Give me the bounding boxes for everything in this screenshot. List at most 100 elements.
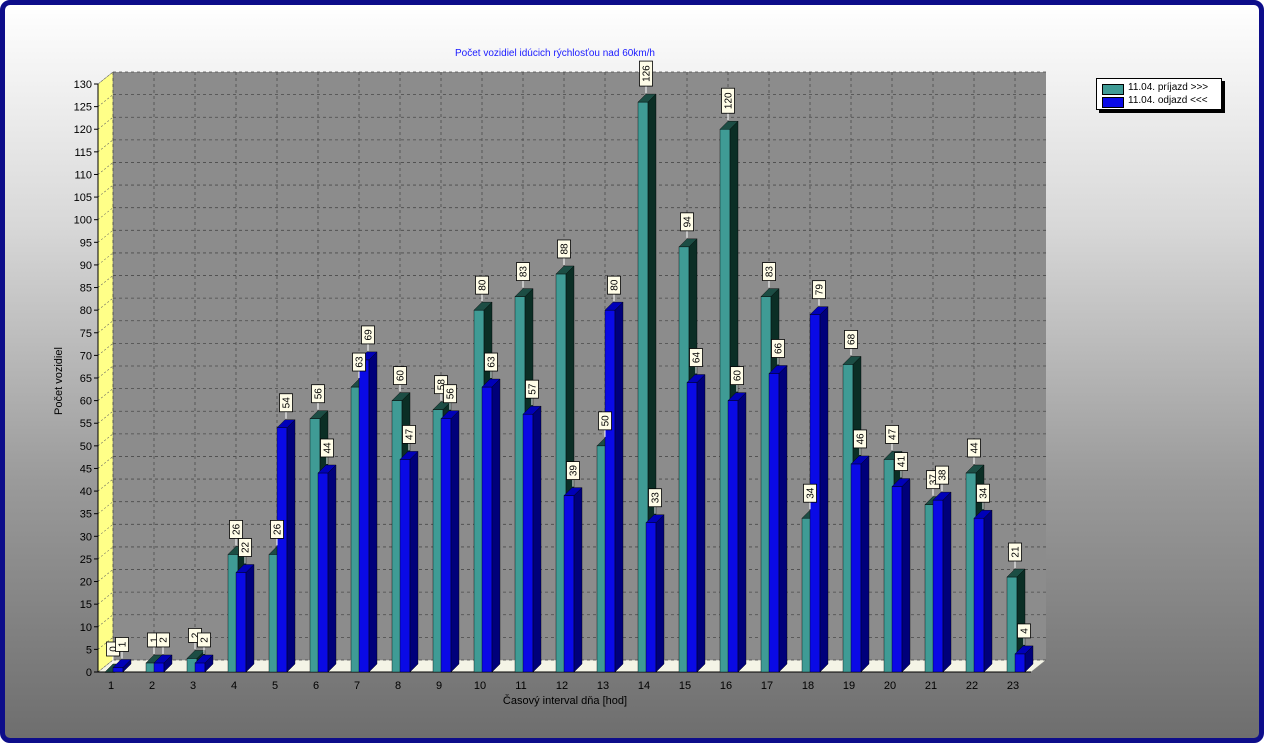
bar-departure bbox=[932, 491, 952, 673]
data-label-departure-box bbox=[238, 538, 252, 557]
x-tick-label: 2 bbox=[149, 680, 155, 692]
gridline-side bbox=[97, 71, 114, 85]
y-tick-label: 110 bbox=[74, 169, 92, 181]
data-label-departure-box bbox=[443, 384, 457, 404]
bar-departure bbox=[850, 455, 870, 673]
gridline-side bbox=[97, 637, 114, 650]
data-label-departure: 39 bbox=[569, 465, 580, 477]
data-label-departure: 2 bbox=[200, 637, 211, 643]
bar-departure bbox=[604, 301, 624, 673]
x-tick-label: 4 bbox=[231, 680, 237, 692]
gridline-side bbox=[97, 275, 114, 288]
bar-departure bbox=[153, 654, 173, 673]
legend-label-arrival: 11.04. príjazd >>> bbox=[1128, 82, 1209, 93]
legend-swatch-departure bbox=[1102, 97, 1124, 108]
data-label-arrival: 120 bbox=[724, 92, 735, 109]
data-label-arrival: 47 bbox=[888, 428, 899, 440]
bar-departure bbox=[768, 364, 788, 673]
bar-departure-top bbox=[194, 654, 214, 664]
bar-departure bbox=[891, 478, 911, 673]
bar-departure-front bbox=[645, 522, 657, 673]
chart-legend: 11.04. príjazd >>> 11.04. odjazd <<< bbox=[1096, 78, 1222, 110]
bar-departure-front bbox=[358, 359, 370, 673]
data-label-arrival: 94 bbox=[683, 216, 694, 228]
x-tick-label: 3 bbox=[190, 680, 196, 692]
bar-departure-top bbox=[440, 410, 460, 419]
data-label-arrival: 2 bbox=[191, 632, 202, 638]
bar-departure-front bbox=[686, 382, 698, 673]
data-label-departure-box bbox=[689, 348, 703, 367]
y-tick-label: 40 bbox=[80, 486, 92, 498]
bar-departure-side bbox=[368, 351, 378, 673]
gridline-side bbox=[97, 207, 114, 220]
data-label-arrival: 58 bbox=[437, 379, 448, 391]
data-label-arrival-box bbox=[311, 384, 325, 404]
bar-departure bbox=[481, 378, 501, 673]
data-label-departure-box bbox=[361, 325, 375, 345]
data-label-departure: 64 bbox=[692, 352, 703, 364]
data-label-departure: 38 bbox=[938, 469, 949, 481]
bar-arrival-top bbox=[637, 93, 657, 103]
data-label-departure: 60 bbox=[733, 370, 744, 382]
bar-departure-top bbox=[768, 365, 788, 374]
data-label-arrival-box bbox=[557, 239, 571, 259]
data-label-arrival-box bbox=[598, 411, 612, 431]
data-label-departure: 1 bbox=[118, 641, 129, 647]
y-tick-label: 115 bbox=[74, 147, 92, 159]
x-tick-label: 23 bbox=[1007, 680, 1019, 692]
bar-departure-side bbox=[655, 514, 665, 673]
bar-departure-top bbox=[399, 451, 419, 460]
data-label-arrival-box bbox=[803, 483, 817, 503]
x-tick-label: 21 bbox=[925, 680, 937, 692]
bar-departure-side bbox=[245, 564, 255, 673]
bar-departure bbox=[645, 514, 665, 673]
x-tick-label: 20 bbox=[884, 680, 896, 692]
x-tick-label: 9 bbox=[436, 680, 442, 692]
data-label-departure-box bbox=[730, 366, 744, 386]
data-label-arrival: 21 bbox=[1011, 546, 1022, 558]
x-tick-label: 22 bbox=[966, 680, 978, 692]
bar-departure-front bbox=[563, 495, 575, 673]
x-tick-label: 10 bbox=[474, 680, 486, 692]
data-label-arrival: 83 bbox=[519, 266, 530, 278]
bar-departure-front bbox=[768, 373, 780, 673]
x-tick-label: 1 bbox=[108, 680, 114, 692]
data-label-departure: 54 bbox=[282, 397, 293, 409]
bar-departure bbox=[440, 410, 460, 673]
y-tick-label: 105 bbox=[74, 192, 92, 204]
bar-departure-front bbox=[399, 459, 411, 673]
bar-departure-front bbox=[276, 427, 288, 673]
bar-departure-side bbox=[778, 364, 788, 673]
chart-plot: 0510152025303540455055606570758085909510… bbox=[74, 60, 1047, 692]
gridline-side bbox=[97, 388, 114, 401]
data-label-arrival-box bbox=[229, 520, 243, 539]
data-label-departure: 22 bbox=[241, 541, 252, 553]
bar-departure bbox=[727, 392, 747, 673]
chart-title: Počet vozidiel idúcich rýchlosťou nad 60… bbox=[455, 48, 655, 59]
bar-departure bbox=[973, 509, 993, 673]
gridline-side bbox=[97, 478, 114, 492]
data-label-departure: 44 bbox=[323, 442, 334, 454]
bar-departure-front bbox=[891, 486, 903, 673]
bar-arrival-top bbox=[842, 356, 862, 365]
bar-departure-side bbox=[983, 509, 993, 673]
data-label-departure-box bbox=[1017, 623, 1031, 639]
data-label-arrival: 60 bbox=[396, 370, 407, 382]
data-label-departure: 80 bbox=[610, 279, 621, 291]
bar-departure bbox=[358, 351, 378, 673]
data-label-arrival-box bbox=[680, 212, 694, 232]
bar-departure-side bbox=[819, 306, 829, 673]
data-label-arrival-box bbox=[475, 275, 489, 295]
data-label-arrival-box bbox=[516, 262, 530, 281]
bar-arrival-top bbox=[719, 121, 739, 130]
bar-departure-front bbox=[194, 662, 206, 673]
bar-arrival-top bbox=[514, 288, 534, 297]
x-tick-label: 13 bbox=[597, 680, 609, 692]
gridline-side bbox=[97, 659, 114, 673]
y-tick-label: 65 bbox=[80, 373, 92, 385]
bar-departure-top bbox=[481, 378, 501, 388]
gridline-side bbox=[97, 230, 114, 243]
x-tick-label: 6 bbox=[313, 680, 319, 692]
data-label-departure-box bbox=[279, 393, 293, 413]
